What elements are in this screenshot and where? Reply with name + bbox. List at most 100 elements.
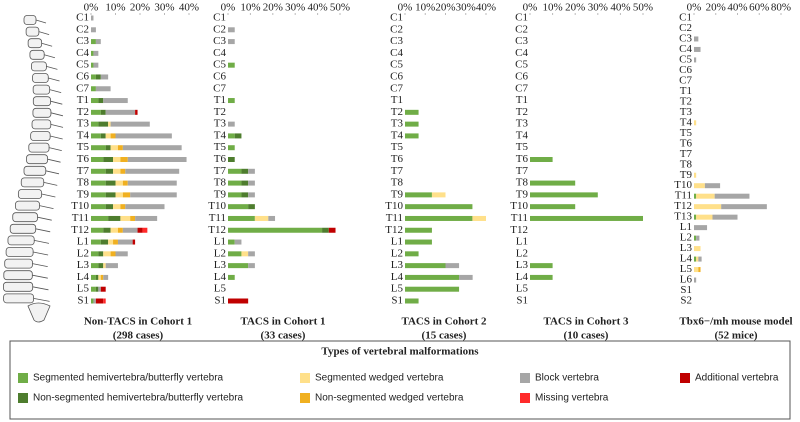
category-label: C6 [213,70,226,82]
bar-segment [248,263,255,269]
legend-swatch [520,393,530,403]
bar-segment [115,180,123,186]
x-tick-label: 40% [610,2,630,14]
category-label: C4 [679,43,692,55]
category-label: T12 [71,224,89,236]
panel-subtitle: (52 mice) [714,330,757,342]
category-label: T5 [214,141,227,153]
bar-segment [91,62,94,68]
category-label: L2 [391,247,403,259]
bar-segment [113,157,121,162]
legend-label: Non-segmented wedged vertebra [315,393,464,404]
bar-segment [108,121,111,127]
category-label: C3 [213,35,226,47]
category-label: C7 [213,82,226,94]
bar-segment [228,215,255,221]
bar-segment [105,180,116,186]
legend-swatch [300,393,310,403]
bar-segment [95,86,111,92]
category-label: T6 [214,153,227,165]
category-label: S1 [214,295,226,307]
bar-segment [694,120,697,126]
category-label: T2 [516,106,528,118]
panel-subtitle: (15 cases) [422,330,467,342]
bar-segment [105,133,111,139]
bar-segment [228,157,235,162]
vertebra-process [47,158,61,163]
category-label: T9 [391,188,404,200]
bar-segment [103,157,114,162]
vertebra-shape [17,189,43,199]
bar-segment [98,274,101,280]
category-label: L3 [77,259,90,271]
vertebra-shape [9,223,37,234]
sacrum-shape [27,302,51,323]
bar-segment [91,157,104,162]
bar-segment [694,225,708,231]
bar-segment [405,133,419,139]
category-label: T12 [385,224,403,236]
category-label: L2 [214,247,226,259]
vertebra-process [46,66,58,70]
panel-subtitle: (298 cases) [113,330,164,342]
bar-segment [93,62,99,68]
bar-segment [122,227,138,233]
category-label: T1 [516,94,528,106]
category-label: T4 [391,129,404,141]
vertebra-process [34,240,50,244]
x-tick-label: 20% [263,2,283,14]
bar-segment [530,180,576,186]
x-tick-label: 20% [706,2,726,14]
x-tick-label: 40% [179,2,199,14]
category-label: T9 [680,169,693,181]
x-tick-label: 20% [130,2,150,14]
category-label: T5 [391,141,404,153]
bar-segment [704,183,721,189]
category-label: C1 [679,12,692,24]
bar-segment [132,239,136,245]
panel-title: TACS in Cohort 2 [401,316,487,328]
vertebra-shape [26,154,48,165]
panel-title: TACS in Cohort 1 [240,316,325,328]
bar-segment [98,251,104,257]
bar-segment [125,204,165,210]
bar-segment [130,215,136,221]
bar-segment [91,263,99,269]
category-label: C2 [213,23,226,35]
bar-segment [95,39,101,45]
category-label: C3 [515,35,528,47]
category-label: T4 [214,129,227,141]
category-label: T10 [674,179,692,191]
legend-label: Additional vertebra [695,373,779,384]
category-label: C2 [679,22,692,34]
x-tick-label: 10% [415,2,435,14]
vertebra-process [50,135,63,140]
bar-segment [105,263,118,269]
legend-box [9,340,791,420]
bar-segment [405,263,446,269]
bar-segment [135,109,138,115]
vertebra-process [33,251,49,256]
bar-segment [95,286,99,292]
category-label: T8 [391,177,404,189]
bar-segment [228,263,249,269]
category-label: C7 [76,82,89,94]
legend-swatch [18,393,28,403]
category-label: C5 [515,59,528,71]
x-tick-label: 30% [588,2,608,14]
category-label: C5 [390,59,403,71]
bar-segment [103,298,106,304]
category-label: S2 [680,295,692,307]
vertebra-shape [3,270,33,281]
category-label: T7 [77,165,90,177]
category-label: C5 [213,59,226,71]
category-label: T10 [510,200,528,212]
x-tick-label: 0% [523,2,538,14]
category-label: T8 [680,158,693,170]
bar-segment [228,39,235,45]
category-label: C6 [76,70,89,82]
bar-segment [110,227,118,233]
vertebra-shape [5,247,34,257]
